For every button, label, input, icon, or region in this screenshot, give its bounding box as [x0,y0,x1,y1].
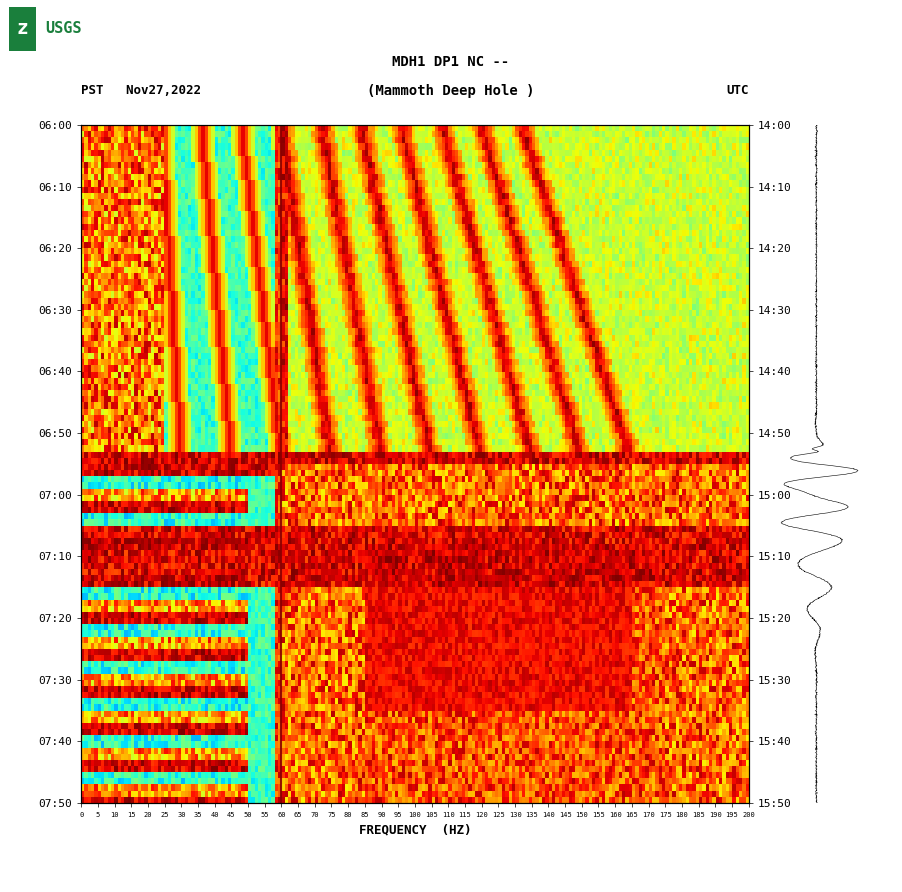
FancyBboxPatch shape [9,7,36,51]
Text: USGS: USGS [45,21,81,36]
Text: PST   Nov27,2022: PST Nov27,2022 [81,85,201,97]
Text: UTC: UTC [726,85,749,97]
Text: z: z [17,19,29,37]
X-axis label: FREQUENCY  (HZ): FREQUENCY (HZ) [359,823,471,837]
Text: MDH1 DP1 NC --: MDH1 DP1 NC -- [392,55,510,70]
Text: (Mammoth Deep Hole ): (Mammoth Deep Hole ) [367,84,535,98]
